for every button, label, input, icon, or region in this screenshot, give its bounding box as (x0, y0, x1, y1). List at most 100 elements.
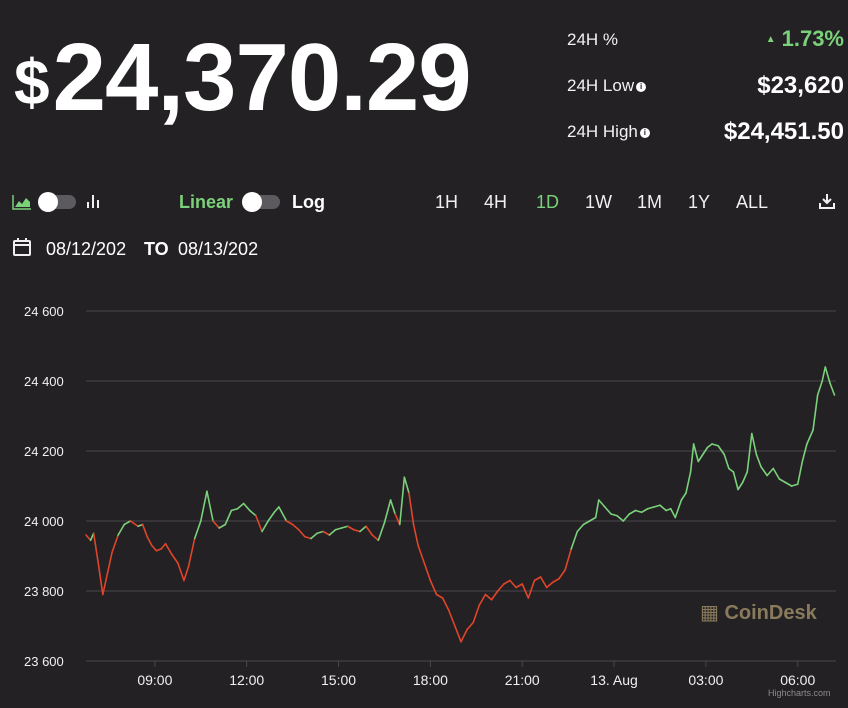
price-line-segment (92, 532, 100, 564)
price-line-segment (582, 520, 591, 526)
price-line-segment (521, 583, 530, 599)
price-line-segment (316, 530, 325, 535)
price-line-segment (490, 590, 499, 601)
price-line-segment (558, 569, 566, 580)
toggle-knob (242, 192, 262, 212)
price-line-segment (588, 516, 597, 522)
price-line-segment (816, 380, 824, 396)
price-line-segment (801, 443, 808, 463)
high-label: 24H High (567, 122, 638, 141)
y-tick-label: 24 400 (24, 374, 64, 389)
chart-type-toggle[interactable] (38, 192, 76, 212)
price-line-segment (106, 551, 113, 575)
date-to[interactable]: 08/13/202 (178, 239, 259, 259)
price-line-segment (278, 506, 288, 522)
bar-chart-icon[interactable] (86, 192, 102, 210)
price-line-segment (328, 528, 337, 536)
price-line-segment (334, 527, 343, 531)
price-line-segment (472, 604, 481, 624)
price-line-segment (454, 625, 462, 643)
scale-toggle[interactable] (242, 192, 280, 212)
timeframe-1d[interactable]: 1D (536, 192, 560, 212)
x-tick-label: 13. Aug (590, 672, 638, 688)
price-line-segment (824, 366, 831, 384)
highcharts-credit[interactable]: Highcharts.com (768, 688, 831, 698)
chart-controls: Linear Log 1H 4H 1D 1W 1M 1Y ALL (0, 186, 848, 218)
price-line-segment (183, 565, 190, 582)
info-icon[interactable]: i (636, 82, 647, 92)
price-line-segment (310, 532, 318, 540)
price-line-segment (435, 593, 444, 599)
x-tick-label: 15:00 (321, 672, 356, 688)
price-line-segment (741, 471, 749, 484)
price-line-segment (141, 523, 149, 538)
price-line-segment (728, 467, 735, 473)
coindesk-logo-icon: ▦ (700, 602, 725, 624)
x-tick-label: 21:00 (505, 672, 540, 688)
price-line-segment (717, 444, 726, 456)
log-scale-label[interactable]: Log (292, 192, 325, 212)
price-chart: 24 600 24 400 24 200 24 000 23 800 23 600 09:0… (24, 304, 836, 688)
price-line-segment (829, 381, 836, 396)
price-line-segment (503, 579, 511, 585)
price-line-segment (653, 504, 661, 508)
watermark-text: CoinDesk (724, 602, 817, 624)
y-tick-label: 24 000 (24, 514, 64, 529)
price-line-segment (170, 553, 179, 564)
price-line-segment (146, 535, 153, 547)
price-line-segment (212, 520, 220, 529)
info-icon[interactable]: i (639, 128, 650, 138)
price-line-segment (137, 523, 144, 528)
area-chart-icon[interactable] (12, 194, 32, 210)
price-line-segment (533, 576, 542, 582)
price-line-segment (711, 443, 719, 447)
price-line-segment (408, 492, 415, 526)
calendar-icon[interactable] (12, 237, 32, 257)
price-line-segment (359, 525, 367, 533)
price-line-segment (429, 579, 438, 596)
linear-scale-label[interactable]: Linear (179, 192, 234, 212)
price-line-segment (199, 490, 208, 522)
price-line-segment (187, 537, 196, 568)
price-line-segment (640, 507, 649, 514)
price-line-segment (594, 499, 600, 519)
timeframe-1w[interactable]: 1W (585, 192, 612, 212)
price-line-segment (552, 577, 560, 584)
price-line-segment (177, 562, 185, 582)
timeframe-all[interactable]: ALL (736, 192, 769, 212)
timeframe-1m[interactable]: 1M (637, 192, 663, 212)
price-line-segment (685, 471, 692, 494)
price-line-segment (702, 446, 709, 456)
stat-value: ▲ 1.73% (766, 26, 844, 52)
price-line-segment (441, 597, 450, 612)
price-line-segment (273, 506, 280, 514)
timeframe-4h[interactable]: 4H (484, 192, 508, 212)
price-line-segment (812, 394, 819, 431)
download-icon[interactable] (818, 192, 836, 210)
price-line-segment (285, 520, 294, 526)
price-line-segment (193, 520, 202, 540)
price-line-segment (545, 581, 554, 589)
price-line-segment (509, 579, 517, 589)
price-line-segment (218, 523, 227, 529)
x-tick-label: 06:00 (780, 672, 815, 688)
price-line-segment (383, 499, 392, 524)
price-line-segment (377, 521, 386, 542)
price-line-segment (164, 542, 173, 556)
stat-value: $23,620 (757, 72, 844, 99)
price-line-segment (117, 523, 126, 536)
x-tick-label: 03:00 (688, 672, 723, 688)
coindesk-watermark: ▦ CoinDesk (700, 600, 817, 625)
price-line-segment (616, 514, 625, 522)
price-line-segment (784, 481, 793, 487)
timeframe-1h[interactable]: 1H (435, 192, 459, 212)
price-line-segment (297, 528, 306, 538)
x-tick-label: 18:00 (413, 672, 448, 688)
x-tick-label: 09:00 (137, 672, 172, 688)
timeframe-1y[interactable]: 1Y (688, 192, 711, 212)
price-line-segment (674, 499, 683, 519)
price-line-segment (680, 492, 687, 501)
price-line-segment (340, 525, 349, 529)
date-from[interactable]: 08/12/202 (46, 239, 127, 259)
price-line-segment (466, 621, 475, 631)
